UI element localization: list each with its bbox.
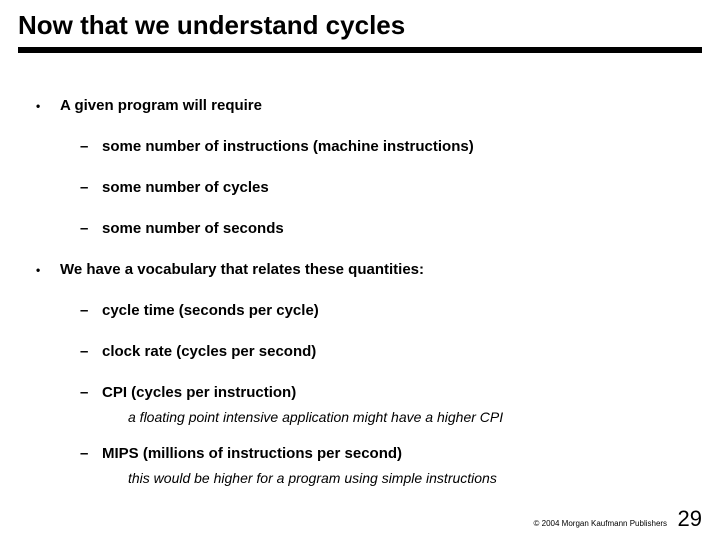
slide-title: Now that we understand cycles [18, 10, 702, 41]
sub-bullet-text: clock rate (cycles per second) [102, 343, 316, 360]
sub-bullet-note: a floating point intensive application m… [102, 409, 702, 425]
bullet-list-level2: cycle time (seconds per cycle) clock rat… [60, 302, 702, 486]
bullet-text: A given program will require [60, 97, 262, 114]
title-underline [18, 47, 702, 53]
sub-bullet-item: some number of instructions (machine ins… [60, 138, 702, 155]
content-area: A given program will require some number… [18, 97, 702, 486]
sub-bullet-note: this would be higher for a program using… [102, 470, 702, 486]
sub-bullet-text: some number of seconds [102, 220, 284, 237]
bullet-list-level1: A given program will require some number… [26, 97, 702, 486]
sub-bullet-item: cycle time (seconds per cycle) [60, 302, 702, 319]
sub-bullet-text: cycle time (seconds per cycle) [102, 302, 319, 319]
sub-bullet-item: some number of seconds [60, 220, 702, 237]
sub-bullet-text: CPI (cycles per instruction) [102, 384, 296, 401]
sub-bullet-item: MIPS (millions of instructions per secon… [60, 445, 702, 486]
slide: Now that we understand cycles A given pr… [0, 0, 720, 540]
sub-bullet-text: some number of cycles [102, 179, 269, 196]
footer: © 2004 Morgan Kaufmann Publishers 29 [534, 506, 702, 532]
sub-bullet-item: some number of cycles [60, 179, 702, 196]
sub-bullet-item: CPI (cycles per instruction) a floating … [60, 384, 702, 425]
bullet-item: We have a vocabulary that relates these … [26, 261, 702, 486]
sub-bullet-text: MIPS (millions of instructions per secon… [102, 445, 402, 462]
page-number: 29 [678, 506, 702, 531]
bullet-item: A given program will require some number… [26, 97, 702, 237]
sub-bullet-item: clock rate (cycles per second) [60, 343, 702, 360]
copyright-text: © 2004 Morgan Kaufmann Publishers [534, 519, 668, 528]
sub-bullet-text: some number of instructions (machine ins… [102, 138, 474, 155]
bullet-text: We have a vocabulary that relates these … [60, 261, 424, 278]
bullet-list-level2: some number of instructions (machine ins… [60, 138, 702, 237]
